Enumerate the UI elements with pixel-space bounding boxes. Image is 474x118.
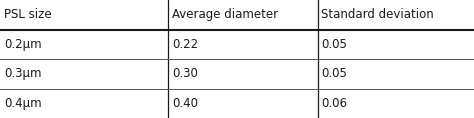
Text: 0.40: 0.40 bbox=[172, 97, 198, 110]
Text: 0.22: 0.22 bbox=[172, 38, 198, 51]
Text: 0.3μm: 0.3μm bbox=[4, 67, 41, 80]
Text: Average diameter: Average diameter bbox=[172, 8, 278, 21]
Text: Standard deviation: Standard deviation bbox=[321, 8, 434, 21]
Text: 0.2μm: 0.2μm bbox=[4, 38, 41, 51]
Text: 0.05: 0.05 bbox=[321, 38, 347, 51]
Text: 0.30: 0.30 bbox=[172, 67, 198, 80]
Text: 0.06: 0.06 bbox=[321, 97, 347, 110]
Text: 0.05: 0.05 bbox=[321, 67, 347, 80]
Text: 0.4μm: 0.4μm bbox=[4, 97, 41, 110]
Text: PSL size: PSL size bbox=[4, 8, 51, 21]
